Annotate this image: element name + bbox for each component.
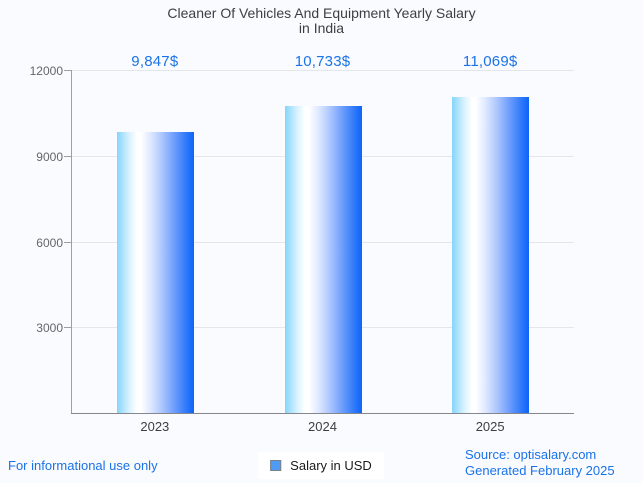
- generated-date: Generated February 2025: [465, 463, 615, 478]
- y-tick-mark: [64, 327, 71, 329]
- x-tick-label-2024: 2024: [308, 419, 337, 434]
- y-tick-mark: [64, 241, 71, 243]
- legend-marker-icon: [270, 460, 282, 471]
- y-tick-label: 3000: [36, 321, 63, 336]
- x-axis-line: [71, 413, 574, 414]
- chart-title-line1: Cleaner Of Vehicles And Equipment Yearly…: [167, 5, 476, 21]
- y-axis-line: [71, 70, 72, 413]
- value-label-2024: 10,733$: [294, 53, 351, 70]
- legend-label: Salary in USD: [290, 458, 372, 473]
- bar-2024: [284, 106, 362, 413]
- bar-2025: [452, 96, 530, 413]
- y-tick-label: 9000: [36, 149, 63, 164]
- y-tick-label: 6000: [36, 235, 63, 250]
- value-label-2025: 11,069$: [462, 53, 518, 70]
- legend: Salary in USD: [258, 452, 384, 479]
- x-tick-label-2023: 2023: [140, 419, 170, 434]
- gridline: [71, 70, 574, 71]
- source-block: Source: optisalary.com Generated Februar…: [465, 447, 615, 479]
- source-link[interactable]: Source: optisalary.com: [465, 447, 597, 462]
- disclaimer-text: For informational use only: [8, 458, 158, 473]
- y-tick-label: 12000: [29, 64, 63, 78]
- bar-2023: [116, 131, 194, 413]
- chart-title-line2: in India: [298, 20, 345, 36]
- x-tick-label-2025: 2025: [475, 419, 505, 434]
- chart-title: Cleaner Of Vehicles And Equipment Yearly…: [0, 6, 643, 36]
- y-tick-mark: [64, 70, 71, 71]
- value-label-2023: 9,847$: [131, 53, 179, 70]
- y-tick-mark: [64, 155, 71, 157]
